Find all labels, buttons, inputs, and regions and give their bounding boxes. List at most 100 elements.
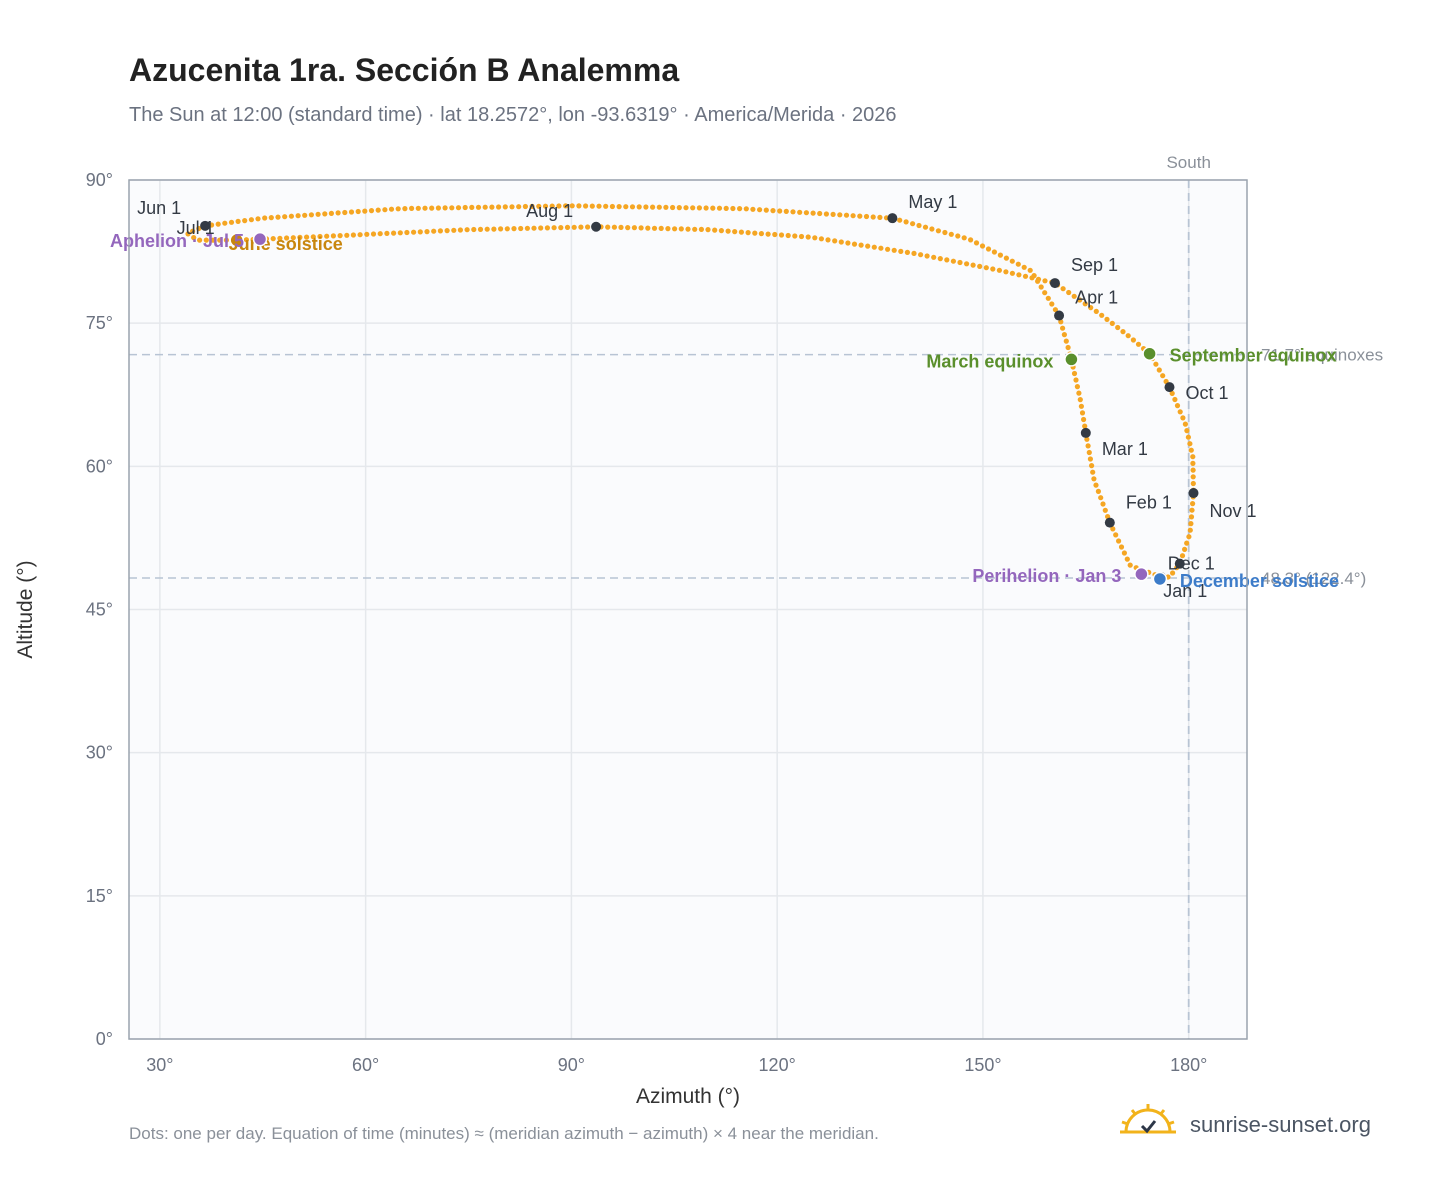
event-marker-dot: [1064, 352, 1079, 367]
daily-dot: [524, 225, 531, 231]
daily-dot: [576, 203, 582, 209]
daily-dot: [355, 208, 361, 215]
daily-dot: [911, 250, 917, 256]
daily-dot: [957, 259, 963, 266]
month-marker-dot: [1164, 382, 1175, 393]
daily-dot: [818, 236, 825, 242]
daily-dot: [643, 204, 649, 210]
daily-dot: [858, 242, 864, 248]
x-tick-label: 150°: [964, 1055, 1001, 1075]
daily-dot: [948, 231, 954, 237]
daily-dot: [350, 232, 356, 238]
daily-dot: [676, 205, 682, 211]
daily-dot: [1125, 333, 1131, 339]
daily-dot: [743, 206, 749, 212]
axis-ticks: 30° 60° 90° 120° 150° 180° 0° 15° 30° 45° 60° 75° 90…: [86, 170, 1208, 1075]
daily-dot: [1093, 308, 1099, 314]
month-marker-dot: [1080, 427, 1091, 438]
daily-dot: [302, 212, 308, 218]
daily-dot: [1081, 416, 1087, 423]
daily-dot: [209, 222, 215, 228]
event-marker-dot: [252, 231, 268, 247]
daily-dot: [217, 237, 223, 243]
daily-dot: [1066, 289, 1072, 296]
daily-dot: [1061, 332, 1067, 338]
daily-dot: [924, 253, 930, 259]
daily-dot: [290, 235, 296, 241]
daily-dot: [475, 204, 482, 210]
daily-dot: [1052, 307, 1058, 313]
daily-dot: [344, 232, 350, 238]
daily-dot: [1120, 329, 1126, 335]
month-marker-label: Apr 1: [1075, 288, 1118, 308]
daily-dot: [409, 205, 415, 211]
daily-dot: [242, 218, 248, 224]
daily-dot: [1184, 428, 1190, 434]
daily-dot: [638, 225, 644, 231]
daily-dot: [991, 249, 998, 255]
daily-dot: [885, 246, 891, 252]
daily-dot: [997, 252, 1004, 258]
daily-dot: [935, 228, 942, 234]
month-marker-label: Feb 1: [1126, 493, 1172, 513]
daily-dot: [922, 224, 929, 230]
daily-dot: [571, 224, 577, 230]
daily-dot: [404, 229, 410, 236]
daily-dot: [498, 226, 504, 232]
daily-dot: [1100, 501, 1106, 507]
daily-dot: [1079, 410, 1086, 416]
daily-dot: [670, 204, 676, 211]
daily-dot: [723, 205, 729, 211]
daily-dot: [1065, 344, 1071, 351]
daily-dot: [845, 240, 851, 246]
daily-dot: [798, 233, 805, 240]
y-tick-label: 0°: [96, 1029, 113, 1049]
daily-dot: [1087, 456, 1093, 462]
month-marker-dot: [1054, 310, 1065, 321]
daily-dot: [765, 231, 771, 237]
daily-dot: [672, 226, 678, 232]
daily-dot: [288, 213, 294, 219]
daily-dot: [235, 218, 241, 224]
daily-dot: [609, 203, 616, 210]
event-marker-dot: [1152, 571, 1168, 587]
daily-dot: [792, 233, 798, 239]
daily-dot: [504, 226, 510, 232]
daily-dot: [1179, 553, 1186, 559]
daily-dot: [1071, 293, 1077, 299]
daily-dot: [415, 205, 421, 211]
daily-dot: [698, 226, 705, 232]
daily-dot: [1035, 276, 1042, 282]
daily-dot: [690, 205, 696, 211]
daily-dot: [449, 205, 455, 211]
y-tick-label: 15°: [86, 886, 113, 906]
daily-dot: [950, 258, 957, 264]
daily-dot: [1188, 521, 1194, 527]
daily-dot: [1188, 447, 1194, 453]
daily-dot: [435, 205, 441, 211]
daily-dot: [942, 229, 948, 236]
daily-dot: [424, 229, 430, 235]
daily-dot: [395, 206, 401, 212]
daily-dot: [738, 229, 745, 235]
daily-dot: [1078, 403, 1084, 409]
daily-dot: [569, 203, 575, 209]
daily-dot: [255, 216, 261, 222]
daily-dot: [542, 203, 549, 209]
daily-dot: [616, 204, 622, 210]
daily-dot: [1182, 421, 1188, 427]
daily-dot: [362, 208, 368, 214]
daily-dot: [1174, 403, 1181, 409]
daily-dot: [1003, 269, 1009, 275]
daily-dot: [863, 213, 870, 220]
daily-dot: [629, 204, 636, 210]
daily-dot: [1077, 297, 1083, 303]
daily-dot: [295, 213, 301, 219]
daily-dot: [589, 203, 595, 209]
daily-dot: [1042, 278, 1048, 284]
daily-dot: [317, 233, 323, 240]
brand[interactable]: sunrise-sunset.org: [1120, 1104, 1400, 1148]
daily-dot: [805, 234, 811, 240]
daily-dot: [1190, 501, 1196, 507]
daily-dot: [1156, 367, 1162, 373]
